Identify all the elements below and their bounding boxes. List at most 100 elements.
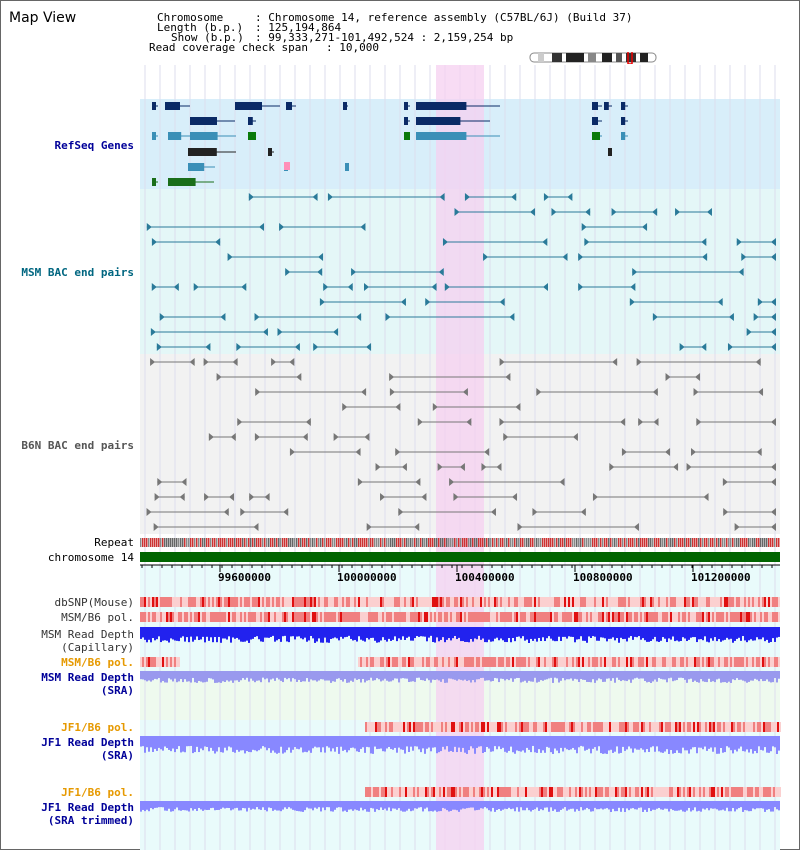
msm-b6-pol-cell bbox=[320, 612, 322, 622]
jf1-depth-trim-bar bbox=[586, 801, 588, 808]
msm-b6-pol-sra-cell bbox=[490, 657, 492, 667]
dbsnp-cell bbox=[300, 597, 302, 607]
jf1-b6-pol-cell bbox=[403, 722, 405, 732]
msm-depth-capillary-bar bbox=[592, 627, 594, 637]
msm-b6-pol-cell bbox=[604, 612, 606, 622]
repeat-mark bbox=[704, 538, 706, 547]
msm-b6-pol-sra-cell bbox=[596, 657, 598, 667]
msm-depth-capillary-bar bbox=[734, 627, 736, 641]
jf1-depth-sra-bar bbox=[488, 736, 490, 749]
msm-b6-pol-cell bbox=[166, 612, 168, 622]
jf1-depth-trim-bar bbox=[350, 801, 352, 810]
jf1-b6-pol-cell bbox=[771, 722, 773, 732]
b6n-bac-pair-end bbox=[499, 418, 505, 426]
dbsnp-cell bbox=[416, 597, 418, 607]
dbsnp-cell bbox=[240, 597, 242, 607]
jf1-depth-sra-bar bbox=[476, 736, 478, 748]
repeat-mark bbox=[238, 538, 240, 547]
dbsnp-cell bbox=[340, 597, 342, 607]
jf1-depth-trim-bar bbox=[276, 801, 278, 811]
msm-b6-pol-cell bbox=[632, 612, 634, 622]
jf1-depth-sra-bar bbox=[492, 736, 494, 752]
jf1-depth-sra-bar bbox=[308, 736, 310, 751]
b6n-bac-pair-end bbox=[189, 358, 195, 366]
msm-depth-capillary-bar bbox=[268, 627, 270, 638]
msm-b6-pol-sra-cell bbox=[456, 657, 458, 667]
jf1-b6-pol-cell bbox=[401, 722, 403, 732]
jf1-b6-pol-trim-cell bbox=[475, 787, 477, 797]
jf1-depth-sra-bar bbox=[566, 736, 568, 750]
msm-depth-sra-bar bbox=[312, 671, 314, 681]
dbsnp-cell bbox=[572, 597, 574, 607]
dbsnp-cell bbox=[504, 597, 506, 607]
dbsnp-cell bbox=[154, 597, 156, 607]
msm-b6-pol-cell bbox=[568, 612, 570, 622]
dbsnp-cell bbox=[462, 597, 464, 607]
b6n-bac-pair-end bbox=[253, 523, 259, 531]
gene-exon bbox=[343, 102, 347, 110]
repeat-mark bbox=[390, 538, 392, 547]
jf1-b6-pol-trim-cell bbox=[545, 787, 547, 797]
jf1-b6-pol-trim-cell bbox=[741, 787, 743, 797]
msm-b6-pol-sra-cell bbox=[636, 657, 638, 667]
msm-b6-pol-cell bbox=[768, 612, 770, 622]
repeat-mark bbox=[498, 538, 500, 547]
msm-bac-pair-end bbox=[630, 283, 636, 291]
dbsnp-cell bbox=[668, 597, 670, 607]
b6n-bac-pair-end bbox=[481, 463, 487, 471]
jf1-depth-sra-bar bbox=[184, 736, 186, 753]
msm-depth-sra-bar bbox=[768, 671, 770, 682]
repeat-mark bbox=[540, 538, 542, 547]
b6n-bac-pair-end bbox=[517, 523, 523, 531]
ruler-tick-label: 100800000 bbox=[573, 571, 633, 584]
jf1-depth-trim-bar bbox=[620, 801, 622, 812]
repeat-mark bbox=[710, 538, 712, 547]
repeat-mark bbox=[194, 538, 196, 547]
dbsnp-cell bbox=[688, 597, 690, 607]
msm-depth-capillary-bar bbox=[512, 627, 514, 638]
jf1-b6-pol-trim-cell bbox=[725, 787, 727, 797]
chromosome-ideogram[interactable] bbox=[528, 52, 658, 64]
b6n-bac-pair-end bbox=[395, 403, 401, 411]
jf1-b6-pol-trim-cell bbox=[585, 787, 587, 797]
dbsnp-cell bbox=[156, 597, 158, 607]
jf1-depth-sra-bar bbox=[210, 736, 212, 748]
b6n-bac-pair-end bbox=[342, 403, 348, 411]
msm-b6-pol-sra-cell bbox=[524, 657, 526, 667]
jf1-depth-sra-bar bbox=[322, 736, 324, 748]
jf1-depth-trim-bar bbox=[748, 801, 750, 812]
dbsnp-cell bbox=[398, 597, 400, 607]
jf1-b6-pol-trim-cell bbox=[777, 787, 779, 797]
jf1-depth-sra-bar bbox=[180, 736, 182, 753]
msm-depth-sra-bar bbox=[246, 671, 248, 678]
jf1-depth-trim-bar bbox=[224, 801, 226, 809]
msm-depth-capillary-bar bbox=[564, 627, 566, 637]
jf1-depth-sra-bar bbox=[628, 736, 630, 747]
msm-b6-pol-cell bbox=[500, 612, 502, 622]
jf1-b6-pol-trim-cell bbox=[653, 787, 655, 797]
repeat-mark bbox=[168, 538, 170, 547]
dbsnp-cell bbox=[650, 597, 652, 607]
msm-depth-sra-bar bbox=[722, 671, 724, 683]
repeat-mark bbox=[488, 538, 490, 547]
msm-depth-capillary-bar bbox=[626, 627, 628, 642]
jf1-depth-sra-bar bbox=[148, 736, 150, 752]
msm-depth-cap-label-2: (Capillary) bbox=[61, 641, 134, 654]
msm-depth-capillary-bar bbox=[150, 627, 152, 643]
msm-depth-capillary-bar bbox=[640, 627, 642, 640]
msm-b6-pol-sra-cell bbox=[592, 657, 594, 667]
jf1-depth-sra-bar bbox=[256, 736, 258, 752]
jf1-b6-pol-cell bbox=[609, 722, 611, 732]
jf1-depth-sra-bar bbox=[406, 736, 408, 747]
msm-depth-sra-bar bbox=[560, 671, 562, 681]
jf1-b6-pol-trim-cell bbox=[721, 787, 723, 797]
jf1-b6-pol-cell bbox=[557, 722, 559, 732]
jf1-depth-sra-bar bbox=[376, 736, 378, 750]
msm-depth-sra-bar bbox=[294, 671, 296, 680]
jf1-depth-trim-bar bbox=[482, 801, 484, 809]
repeat-mark bbox=[588, 538, 590, 547]
msm-depth-sra-bar bbox=[220, 671, 222, 683]
jf1-b6-pol-cell bbox=[475, 722, 477, 732]
jf1-depth-sra-bar bbox=[590, 736, 592, 754]
